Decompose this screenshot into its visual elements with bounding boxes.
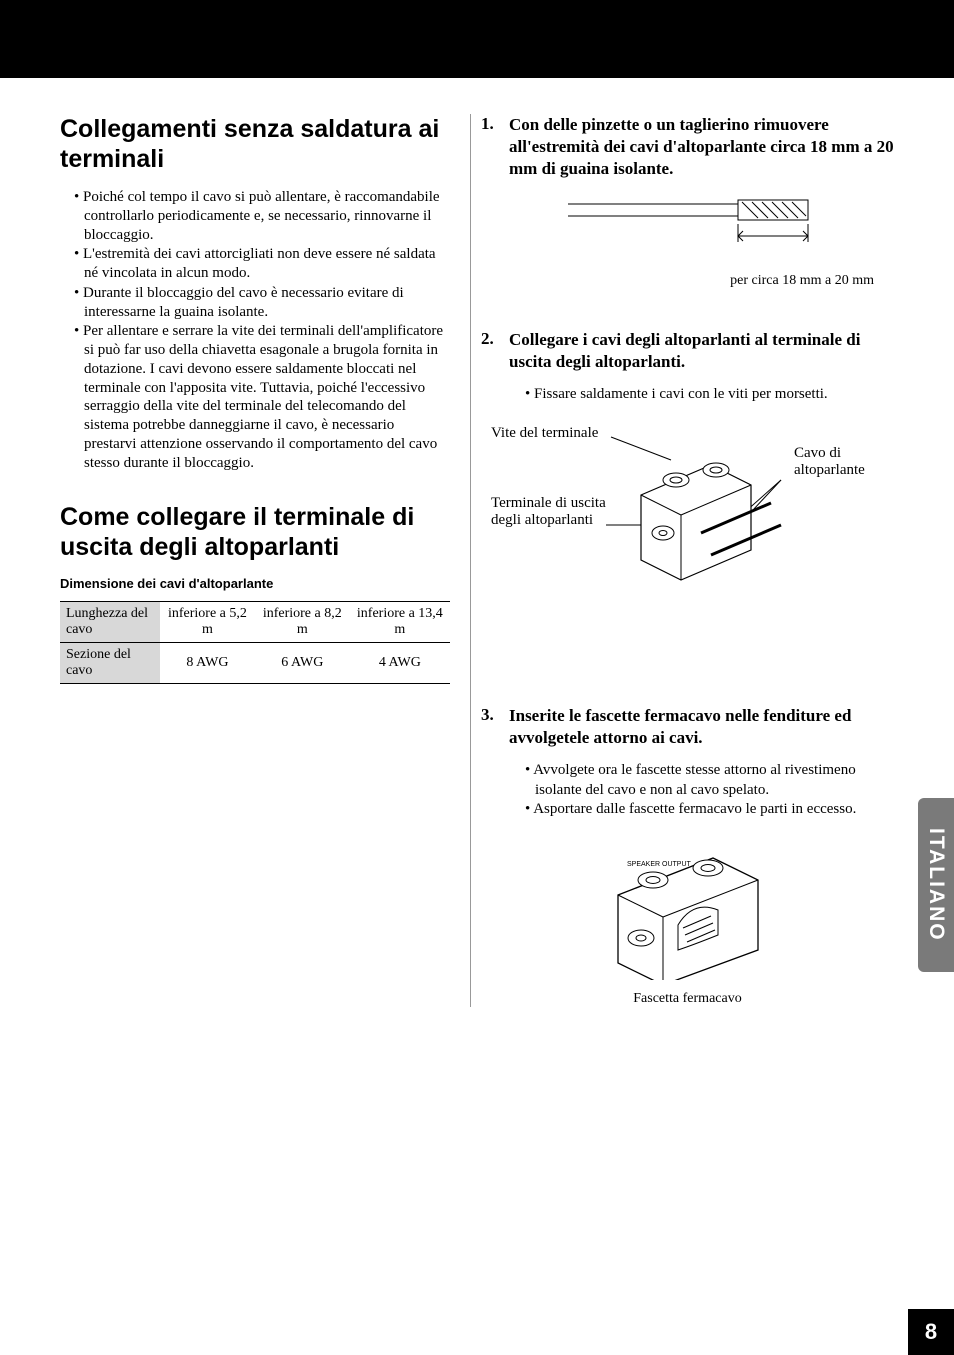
row-header: Lunghezza del cavo <box>60 602 160 643</box>
bullet: Poiché col tempo il cavo si può allentar… <box>74 188 450 244</box>
step-3-sub: Avvolgete ora le fascette stesse attorno… <box>481 761 894 820</box>
table-cell: 4 AWG <box>350 643 450 684</box>
language-tab-label: ITALIANO <box>924 828 948 942</box>
step-number: 1. <box>481 114 509 180</box>
table-cell: inferiore a 13,4 m <box>350 602 450 643</box>
step-3: 3. Inserite le fascette fermacavo nelle … <box>481 705 894 749</box>
step-text: Inserite le fascette fermacavo nelle fen… <box>509 705 894 749</box>
figure-caption: Fascetta fermacavo <box>481 991 894 1007</box>
bullet: L'estremità dei cavi attorcigliati non d… <box>74 245 450 283</box>
solderless-bullets: Poiché col tempo il cavo si può allentar… <box>60 188 450 472</box>
heading-solderless: Collegamenti senza saldatura ai terminal… <box>60 114 450 174</box>
wire-dimension-table: Lunghezza del cavo inferiore a 5,2 m inf… <box>60 601 450 684</box>
row-header: Sezione del cavo <box>60 643 160 684</box>
language-tab: ITALIANO <box>918 798 954 972</box>
table-row: Sezione del cavo 8 AWG 6 AWG 4 AWG <box>60 643 450 684</box>
sub-bullet: Asportare dalle fascette fermacavo le pa… <box>525 800 894 820</box>
step-1: 1. Con delle pinzette o un taglierino ri… <box>481 114 894 180</box>
table-cell: 8 AWG <box>160 643 255 684</box>
header-bar <box>0 0 954 78</box>
bullet: Durante il bloccaggio del cavo è necessa… <box>74 284 450 322</box>
step-2-sub: Fissare saldamente i cavi con le viti pe… <box>481 385 894 405</box>
step-number: 2. <box>481 329 509 373</box>
table-cell: inferiore a 8,2 m <box>255 602 350 643</box>
page-content: Collegamenti senza saldatura ai terminal… <box>0 78 954 1007</box>
page-number: 8 <box>908 1309 954 1355</box>
figure-cable-clamp: SPEAKER OUTPUT Fascetta fermacavo <box>481 850 894 1007</box>
step-number: 3. <box>481 705 509 749</box>
figure-caption: per circa 18 mm a 20 mm <box>481 273 894 289</box>
bullet: Per allentare e serrare la vite dei term… <box>74 322 450 472</box>
table-cell: 6 AWG <box>255 643 350 684</box>
table-title: Dimensione dei cavi d'altoparlante <box>60 576 450 591</box>
step-text: Collegare i cavi degli altoparlanti al t… <box>509 329 894 373</box>
step-text: Con delle pinzette o un taglierino rimuo… <box>509 114 894 180</box>
figure-strip-wire: per circa 18 mm a 20 mm <box>481 192 894 289</box>
left-column: Collegamenti senza saldatura ai terminal… <box>60 114 450 1007</box>
table-row: Lunghezza del cavo inferiore a 5,2 m inf… <box>60 602 450 643</box>
table-cell: inferiore a 5,2 m <box>160 602 255 643</box>
figure-terminal-connection: Vite del terminale Cavo di altoparlante … <box>481 425 894 625</box>
heading-connect-terminal: Come collegare il terminale di uscita de… <box>60 502 450 562</box>
svg-text:SPEAKER OUTPUT: SPEAKER OUTPUT <box>627 861 692 868</box>
step-2: 2. Collegare i cavi degli altoparlanti a… <box>481 329 894 373</box>
right-column: 1. Con delle pinzette o un taglierino ri… <box>470 114 894 1007</box>
sub-bullet: Fissare saldamente i cavi con le viti pe… <box>525 385 894 405</box>
sub-bullet: Avvolgete ora le fascette stesse attorno… <box>525 761 894 800</box>
